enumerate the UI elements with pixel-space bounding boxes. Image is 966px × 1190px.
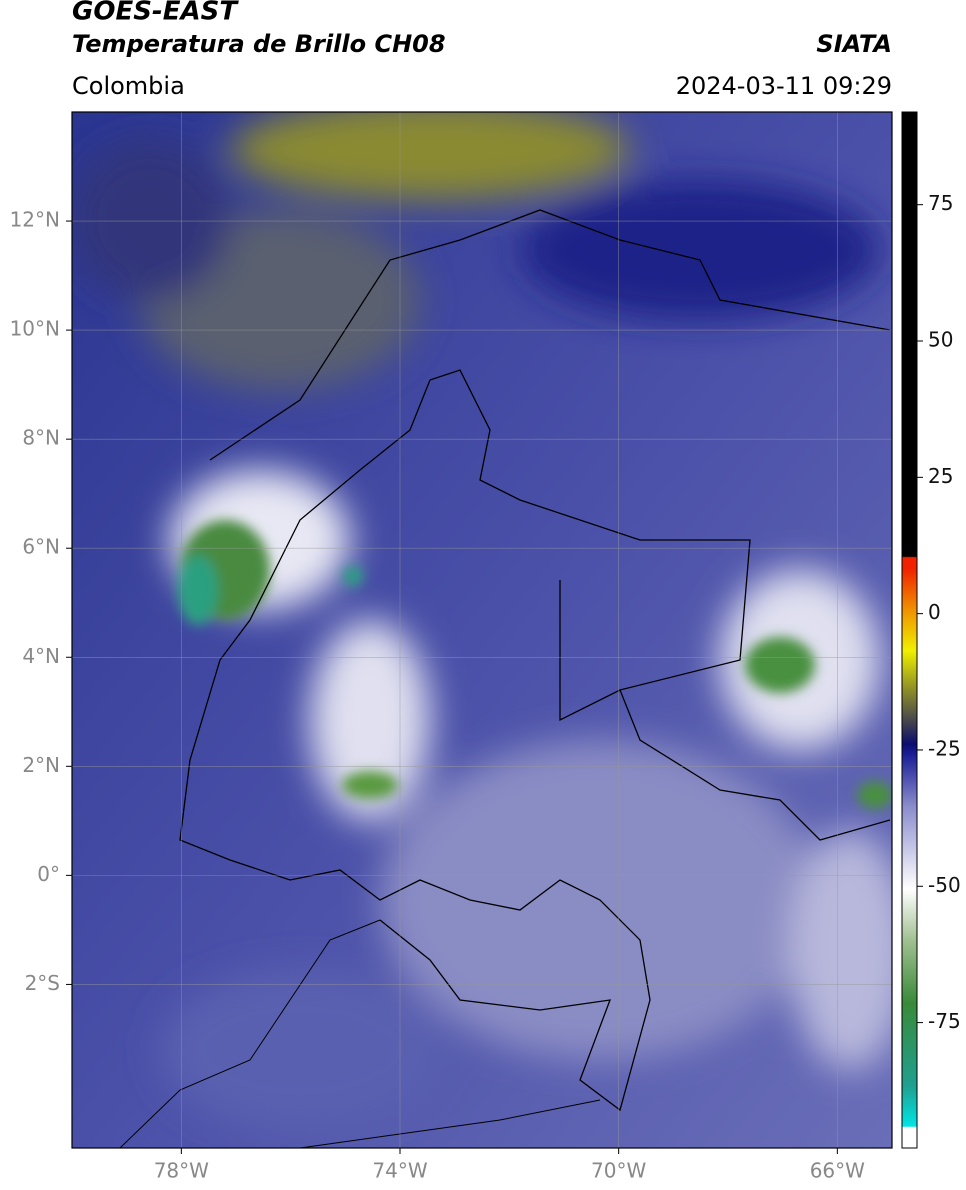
colorbar-tick-label: 75 — [928, 191, 953, 215]
colorbar-tick-label: 0 — [928, 600, 941, 624]
y-tick-label: 6°N — [22, 535, 60, 559]
x-tick-label: 66°W — [810, 1159, 865, 1183]
colorbar-tick-label: -75 — [928, 1009, 961, 1033]
source: SIATA — [816, 30, 892, 58]
satellite-image — [72, 112, 892, 1148]
x-tick-label: 70°W — [591, 1159, 646, 1183]
y-tick-label: 2°N — [22, 753, 60, 777]
map-frame — [71, 111, 893, 1149]
region: Colombia — [72, 72, 185, 100]
x-tick-label: 78°W — [154, 1159, 209, 1183]
y-tick-label: 12°N — [10, 208, 60, 232]
x-tick-label: 74°W — [372, 1159, 427, 1183]
y-tick-label: 0° — [37, 862, 60, 886]
y-tick-label: 4°N — [22, 644, 60, 668]
colorbar-tick-label: -25 — [928, 736, 961, 760]
y-tick-label: 10°N — [10, 317, 60, 341]
title: GOES-EAST — [72, 0, 239, 27]
y-tick-label: 8°N — [22, 426, 60, 450]
grid — [72, 112, 892, 1148]
subtitle: Temperatura de Brillo CH08 — [72, 30, 446, 58]
datetime: 2024-03-11 09:29 — [676, 72, 892, 100]
y-tick-label: 2°S — [25, 971, 60, 995]
colorbar-tick-label: 25 — [928, 464, 953, 488]
colorbar-tick-label: -50 — [928, 873, 961, 897]
colorbar-tick-label: 50 — [928, 328, 953, 352]
colorbar — [901, 111, 918, 1149]
